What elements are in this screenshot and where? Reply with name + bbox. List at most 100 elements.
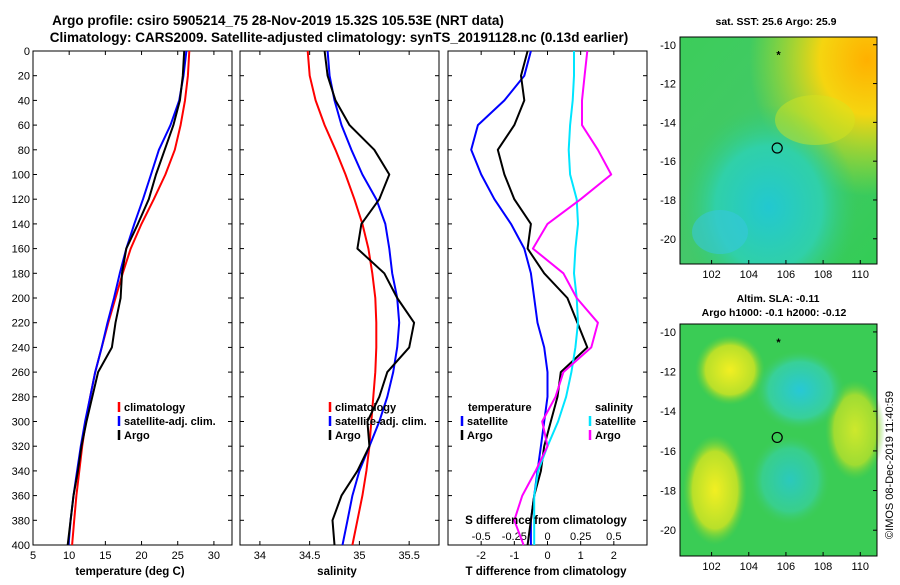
legend-satellite-adj: satellite-adj. clim. [124,416,216,428]
series-line-satellite-adj-clim- [326,50,401,546]
salinity-panel: 34 34.5 35 35.5 [239,50,440,562]
sst-map-frame [679,36,878,265]
legend-temperature-title: temperature [468,402,532,414]
y-tick-label: 260 [12,367,30,379]
y-tick-label: 160 [12,244,30,256]
sla-high-patch [695,335,765,405]
footer-stamp: ©IMOS 08-Dec-2019 11:40:59 [884,391,896,539]
y-tick-label: 200 [12,293,30,305]
lat-tick-label: -14 [660,406,676,418]
series-line-argo [323,50,416,546]
sst-map-title: sat. SST: 25.6 Argo: 25.9 [716,16,837,28]
lat-tick-label: -20 [660,234,676,246]
lon-tick-label: 110 [852,269,870,281]
legend-climatology: climatology [335,402,397,414]
header-title-line2: Climatology: CARS2009. Satellite-adjuste… [50,30,628,45]
y-tick-label: 80 [18,145,30,157]
sla-map-frame [679,323,878,557]
y-tick-label: 40 [18,95,30,107]
x-tick-label: -1 [509,550,519,562]
lat-tick-label: -18 [660,486,676,498]
sdiff-xlabel: S difference from climatology [465,515,627,527]
x-tick-label: 15 [99,550,111,562]
legend-s-argo: Argo [595,430,621,442]
y-tick-label: 300 [12,417,30,429]
temperature-xlabel: temperature (deg C) [75,566,184,578]
lon-tick-label: 108 [814,561,832,573]
legend-argo: Argo [335,430,361,442]
plot-frame [239,50,440,546]
x-tick-label: 34.5 [299,550,320,562]
argo-location-marker [771,431,783,444]
sla-map-title-line2: Argo h1000: -0.1 h2000: -0.12 [702,307,847,319]
y-tick-label: 340 [12,466,30,478]
series-line-argo [66,50,186,546]
series-line-satellite-adj-clim- [67,50,188,546]
lon-tick-label: 104 [740,561,758,573]
temperature-panel: 0 20 40 60 80 100 120 140 160 180 200 220 240 260 280 3… [12,46,233,562]
x2-tick-label: 0 [544,531,550,543]
x2-tick-label: -0.25 [502,531,527,543]
header-title-line1: Argo profile: csiro 5905214_75 28-Nov-20… [52,13,504,28]
tdiff-xlabel: T difference from climatology [465,566,627,578]
x2-tick-label: 0.25 [570,531,591,543]
lat-tick-label: -12 [660,79,676,91]
lat-tick-label: -12 [660,367,676,379]
x-tick-label: 10 [63,550,75,562]
legend-climatology: climatology [124,402,186,414]
series-line-temperature-argo [496,50,589,546]
sst-warm-patch [775,95,855,145]
x-tick-label: 20 [135,550,147,562]
y-tick-label: 220 [12,318,30,330]
y-tick-label: 180 [12,268,30,280]
lat-tick-label: -20 [660,525,676,537]
x-tick-label: 35.5 [398,550,419,562]
difference-legend: temperature satellite Argo salinity sate… [460,402,636,442]
x-tick-label: 34 [254,550,266,562]
lon-tick-label: 106 [777,269,795,281]
salinity-xlabel: salinity [317,566,357,578]
legend-argo: Argo [124,430,150,442]
y-tick-label: 280 [12,392,30,404]
legend-satellite-adj: satellite-adj. clim. [335,416,427,428]
sst-cool-patch [692,210,748,254]
legend-t-argo: Argo [467,430,493,442]
y-tick-label: 320 [12,441,30,453]
y-tick-label: 60 [18,120,30,132]
temperature-legend: climatology satellite-adj. clim. Argo [117,402,216,442]
argo-location-marker [771,142,783,154]
x-tick-label: 2 [611,550,617,562]
y-tick-label: 360 [12,491,30,503]
star-marker-icon: * [776,337,781,349]
x-tick-label: 5 [30,550,36,562]
sst-map-axes: 102 104 106 108 110 -10 -12 -14 -16 -18 -20 [660,40,877,281]
star-marker-icon: * [776,49,781,61]
y-tick-label: 140 [12,219,30,231]
lon-tick-label: 108 [814,269,832,281]
sla-low-patch [750,435,830,525]
y-tick-label: 120 [12,194,30,206]
lat-tick-label: -18 [660,195,676,207]
y-tick-label: 400 [12,540,30,552]
lon-tick-label: 102 [702,269,720,281]
sla-high-patch [683,435,747,545]
sla-map-title-line1: Altim. SLA: -0.11 [737,293,820,305]
x-tick-label: -2 [476,550,486,562]
series-line-climatology [306,50,378,546]
lat-tick-label: -16 [660,446,676,458]
sla-low-patch [755,350,845,430]
x-tick-label: 35 [353,550,365,562]
sla-map-axes: 102 104 106 108 110 -10 -12 -14 -16 -18 -20 [660,327,877,573]
difference-panel: -2 -1 0 1 2 -0.5 -0.25 0 0.25 0.5 [447,50,648,562]
lon-tick-label: 110 [852,561,870,573]
lon-tick-label: 104 [740,269,758,281]
lon-tick-label: 106 [777,561,795,573]
lon-tick-label: 102 [702,561,720,573]
y-tick-label: 380 [12,515,30,527]
x2-tick-label: 0.5 [606,531,621,543]
x-tick-label: 30 [208,550,220,562]
y-tick-label: 100 [12,170,30,182]
x2-tick-label: -0.5 [472,531,491,543]
series-line-salinity-argo [513,50,613,546]
